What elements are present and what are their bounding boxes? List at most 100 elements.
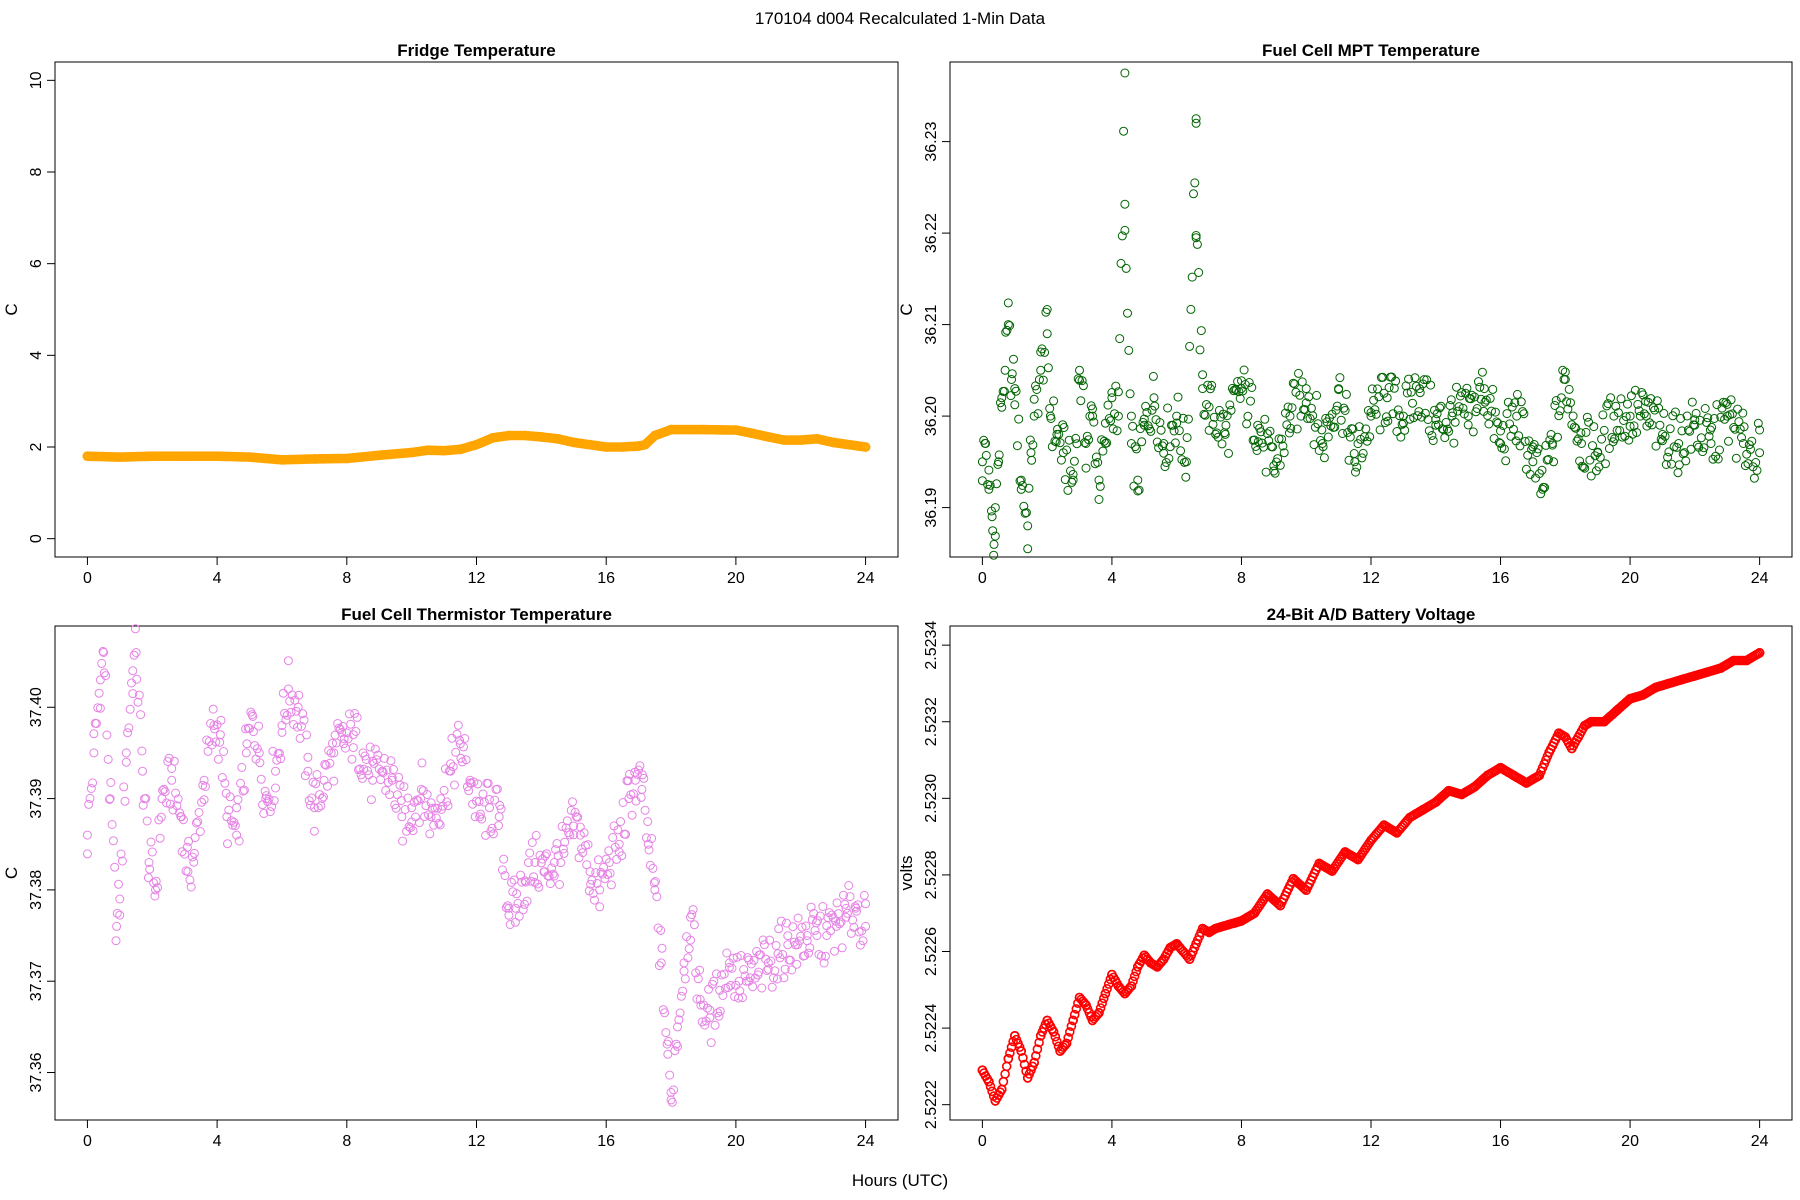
data-point <box>714 1011 724 1021</box>
data-point <box>520 899 529 909</box>
data-point <box>704 984 714 994</box>
data-point <box>1059 423 1069 432</box>
data-point <box>1158 954 1169 965</box>
data-point <box>1262 889 1273 899</box>
data-point <box>1604 444 1614 453</box>
y-tick-label: 37.37 <box>28 961 45 1001</box>
data-point <box>673 1042 682 1051</box>
data-point <box>759 940 769 950</box>
data-point <box>298 709 308 719</box>
data-point <box>1010 384 1020 394</box>
data-point <box>1353 854 1363 865</box>
data-point <box>633 441 644 451</box>
data-point <box>1615 426 1625 435</box>
data-point <box>300 771 310 781</box>
data-point <box>1308 411 1318 421</box>
data-point <box>1380 418 1390 428</box>
data-point <box>387 775 397 785</box>
data-point <box>1184 954 1195 965</box>
data-point <box>341 453 352 464</box>
data-point <box>1116 258 1126 268</box>
data-point <box>1305 414 1315 423</box>
data-point <box>1106 416 1116 426</box>
data-point <box>590 895 599 905</box>
data-point <box>518 905 528 915</box>
data-point <box>536 858 546 868</box>
data-point <box>534 882 544 892</box>
data-point <box>436 794 446 804</box>
data-point <box>1484 419 1494 429</box>
data-point <box>1444 426 1454 436</box>
data-point <box>1584 417 1594 427</box>
data-point <box>680 974 690 984</box>
data-point <box>175 808 184 818</box>
data-point <box>1683 425 1693 435</box>
data-point <box>417 758 427 768</box>
data-point <box>640 439 650 450</box>
data-point <box>1094 1007 1104 1018</box>
data-point <box>1174 426 1184 436</box>
data-point <box>185 875 195 885</box>
x-tick-label: 12 <box>468 1133 486 1150</box>
data-point <box>1496 426 1505 436</box>
data-point <box>663 1049 673 1059</box>
data-point <box>128 666 138 676</box>
x-tick-label: 20 <box>727 570 745 587</box>
data-point <box>763 958 773 968</box>
data-point <box>1677 674 1687 685</box>
data-point <box>1536 489 1546 499</box>
data-point <box>1708 454 1718 464</box>
data-point <box>455 739 465 749</box>
data-point <box>749 955 759 965</box>
data-point <box>1192 239 1202 249</box>
data-point <box>1169 426 1179 436</box>
data-point <box>285 696 295 706</box>
data-point <box>1467 390 1477 400</box>
data-point <box>1569 422 1579 432</box>
data-point <box>639 773 649 783</box>
data-point <box>663 1036 673 1046</box>
data-point <box>111 936 121 946</box>
data-point <box>627 810 637 820</box>
data-point <box>1396 432 1406 442</box>
data-point <box>1292 424 1302 434</box>
data-point <box>1016 1046 1027 1056</box>
data-point <box>133 697 143 707</box>
data-point <box>358 748 368 758</box>
data-point <box>213 754 223 764</box>
data-point <box>1239 365 1249 375</box>
data-point <box>208 704 218 714</box>
data-point <box>374 450 385 461</box>
data-point <box>311 779 321 789</box>
data-point <box>985 1081 996 1092</box>
data-point <box>105 795 114 804</box>
data-point <box>423 445 433 456</box>
data-point <box>1595 452 1605 462</box>
data-point <box>1729 423 1739 432</box>
data-point <box>1018 1053 1028 1063</box>
data-point <box>1498 421 1508 430</box>
data-point <box>523 858 533 868</box>
data-point <box>616 817 625 827</box>
data-point <box>1341 389 1351 399</box>
data-point <box>1234 387 1244 397</box>
data-point <box>97 658 107 668</box>
data-point <box>274 748 284 758</box>
data-point <box>1226 405 1236 415</box>
data-point <box>520 430 530 441</box>
data-point <box>1458 403 1468 413</box>
data-point <box>1450 417 1460 427</box>
data-point <box>732 952 742 962</box>
data-point <box>1042 305 1052 314</box>
data-point <box>248 711 258 721</box>
data-point <box>105 794 115 804</box>
data-point <box>1755 425 1765 435</box>
data-point <box>1664 678 1674 689</box>
data-point <box>617 851 627 861</box>
data-point <box>1301 384 1311 394</box>
data-point <box>1405 812 1415 823</box>
data-point <box>473 779 483 789</box>
data-point <box>1210 923 1221 934</box>
